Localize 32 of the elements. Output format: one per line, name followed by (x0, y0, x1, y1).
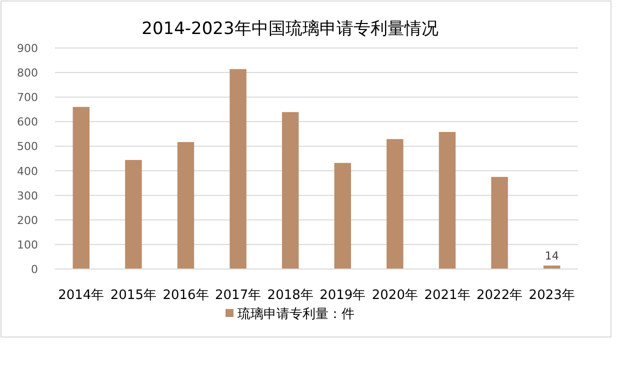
bar (72, 106, 90, 269)
x-tick-label: 2018年 (267, 288, 314, 303)
y-tick-label: 100 (17, 238, 38, 252)
x-tick-label: 2021年 (424, 288, 470, 303)
bar (491, 176, 508, 269)
x-tick-label: 2017年 (215, 288, 262, 303)
chart-title: 2014-2023年中国琉璃申请专利量情况 (142, 19, 438, 39)
legend-label: 琉璃申请专利量：件 (238, 307, 354, 322)
y-tick-label: 300 (17, 189, 38, 202)
x-tick-label: 2014年 (58, 288, 104, 303)
x-tick-label: 2016年 (162, 288, 209, 303)
bar (125, 160, 142, 269)
y-tick-label: 200 (17, 214, 38, 227)
x-tick-label: 2022年 (476, 288, 523, 303)
y-tick-label: 900 (17, 42, 38, 55)
bar (282, 112, 299, 269)
y-tick-label: 500 (17, 140, 38, 154)
y-tick-label: 400 (17, 164, 38, 178)
y-tick-label: 0 (31, 263, 38, 276)
y-tick-label: 600 (17, 116, 38, 129)
bar (334, 162, 352, 269)
bar (438, 132, 456, 269)
bar (230, 69, 246, 269)
x-tick-label: 2019年 (320, 288, 366, 303)
data-label: 14 (544, 250, 559, 263)
y-tick-label: 700 (17, 91, 38, 104)
bar (177, 142, 194, 269)
x-tick-label: 2015年 (110, 288, 156, 303)
bar (386, 139, 404, 269)
y-tick-label: 800 (17, 66, 38, 80)
x-tick-label: 2020年 (372, 288, 418, 303)
x-tick-label: 2023年 (528, 288, 575, 303)
